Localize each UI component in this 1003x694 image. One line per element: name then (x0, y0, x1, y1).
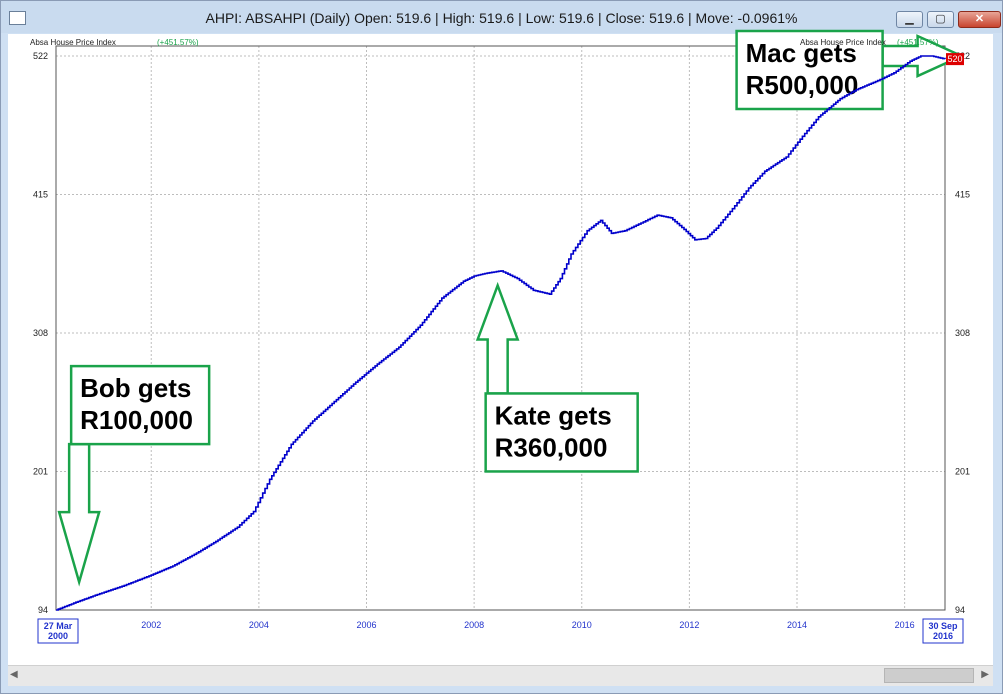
title-bar[interactable]: AHPI: ABSAHPI (Daily) Open: 519.6 | High… (1, 1, 1002, 33)
last-value-label: 520 (947, 54, 962, 64)
x-tick-label: 2006 (356, 620, 376, 630)
minimize-button[interactable]: ▁ (896, 11, 923, 28)
chart-axes: 5225224154153083082012019494200220042006… (33, 51, 970, 644)
annotation-box (735, 29, 884, 111)
y-tick-label-right: 94 (955, 605, 965, 615)
y-tick-label-left: 522 (33, 51, 48, 61)
window-title: AHPI: ABSAHPI (Daily) Open: 519.6 | High… (205, 10, 798, 26)
series-line (56, 55, 946, 611)
chart-series: 520 (56, 53, 964, 611)
annotation-arrow (475, 281, 520, 395)
annotation-text: R100,000 (80, 405, 193, 435)
annotation-box (484, 392, 639, 473)
change-label-right: (+451.57%) (897, 38, 939, 47)
scroll-right-icon[interactable]: ▶ (981, 669, 989, 680)
minimize-icon: ▁ (905, 13, 914, 25)
annotation-text: Kate gets (495, 400, 612, 430)
plot-frame (55, 45, 946, 611)
chart-app-icon (9, 11, 26, 25)
scrollbar-thumb[interactable] (884, 668, 974, 683)
maximize-button[interactable]: ▢ (927, 11, 954, 28)
end-date-label-text: 2016 (933, 631, 953, 641)
x-tick-label: 2010 (572, 620, 592, 630)
y-tick-label-left: 94 (38, 605, 48, 615)
end-date-label-box (922, 618, 964, 644)
x-tick-label: 2004 (249, 620, 269, 630)
horizontal-scrollbar[interactable]: ◀ ▶ (8, 665, 993, 686)
scroll-left-icon[interactable]: ◀ (10, 669, 18, 680)
start-date-label-text: 2000 (48, 631, 68, 641)
close-icon: ✕ (974, 13, 985, 25)
end-date-label-text: 30 Sep (928, 621, 958, 631)
y-tick-label-right: 308 (955, 328, 970, 338)
annotation-box (69, 364, 211, 446)
y-tick-label-left: 201 (33, 467, 48, 477)
close-button[interactable]: ✕ (958, 11, 1001, 28)
start-date-label-text: 27 Mar (44, 621, 73, 631)
maximize-icon: ▢ (935, 13, 946, 25)
y-tick-label-left: 415 (33, 190, 48, 200)
x-tick-label: 2016 (895, 620, 915, 630)
annotation-text: Bob gets (80, 373, 191, 403)
annotation-text: Mac gets (746, 38, 857, 68)
series-label-right: Absa House Price Index (800, 38, 886, 47)
y-tick-label-right: 415 (955, 190, 970, 200)
start-date-label-box (37, 618, 79, 644)
annotation-arrow (57, 442, 101, 587)
last-value-marker (946, 53, 964, 66)
annotation-text: R500,000 (746, 70, 859, 100)
x-tick-label: 2012 (679, 620, 699, 630)
x-tick-label: 2002 (141, 620, 161, 630)
series-label-left: Absa House Price Index (30, 38, 116, 47)
change-label-left: (+451.57%) (157, 38, 199, 47)
x-tick-label: 2008 (464, 620, 484, 630)
annotation-text: R360,000 (495, 432, 608, 462)
y-tick-label-right: 201 (955, 467, 970, 477)
x-tick-label: 2014 (787, 620, 807, 630)
y-tick-label-left: 308 (33, 328, 48, 338)
